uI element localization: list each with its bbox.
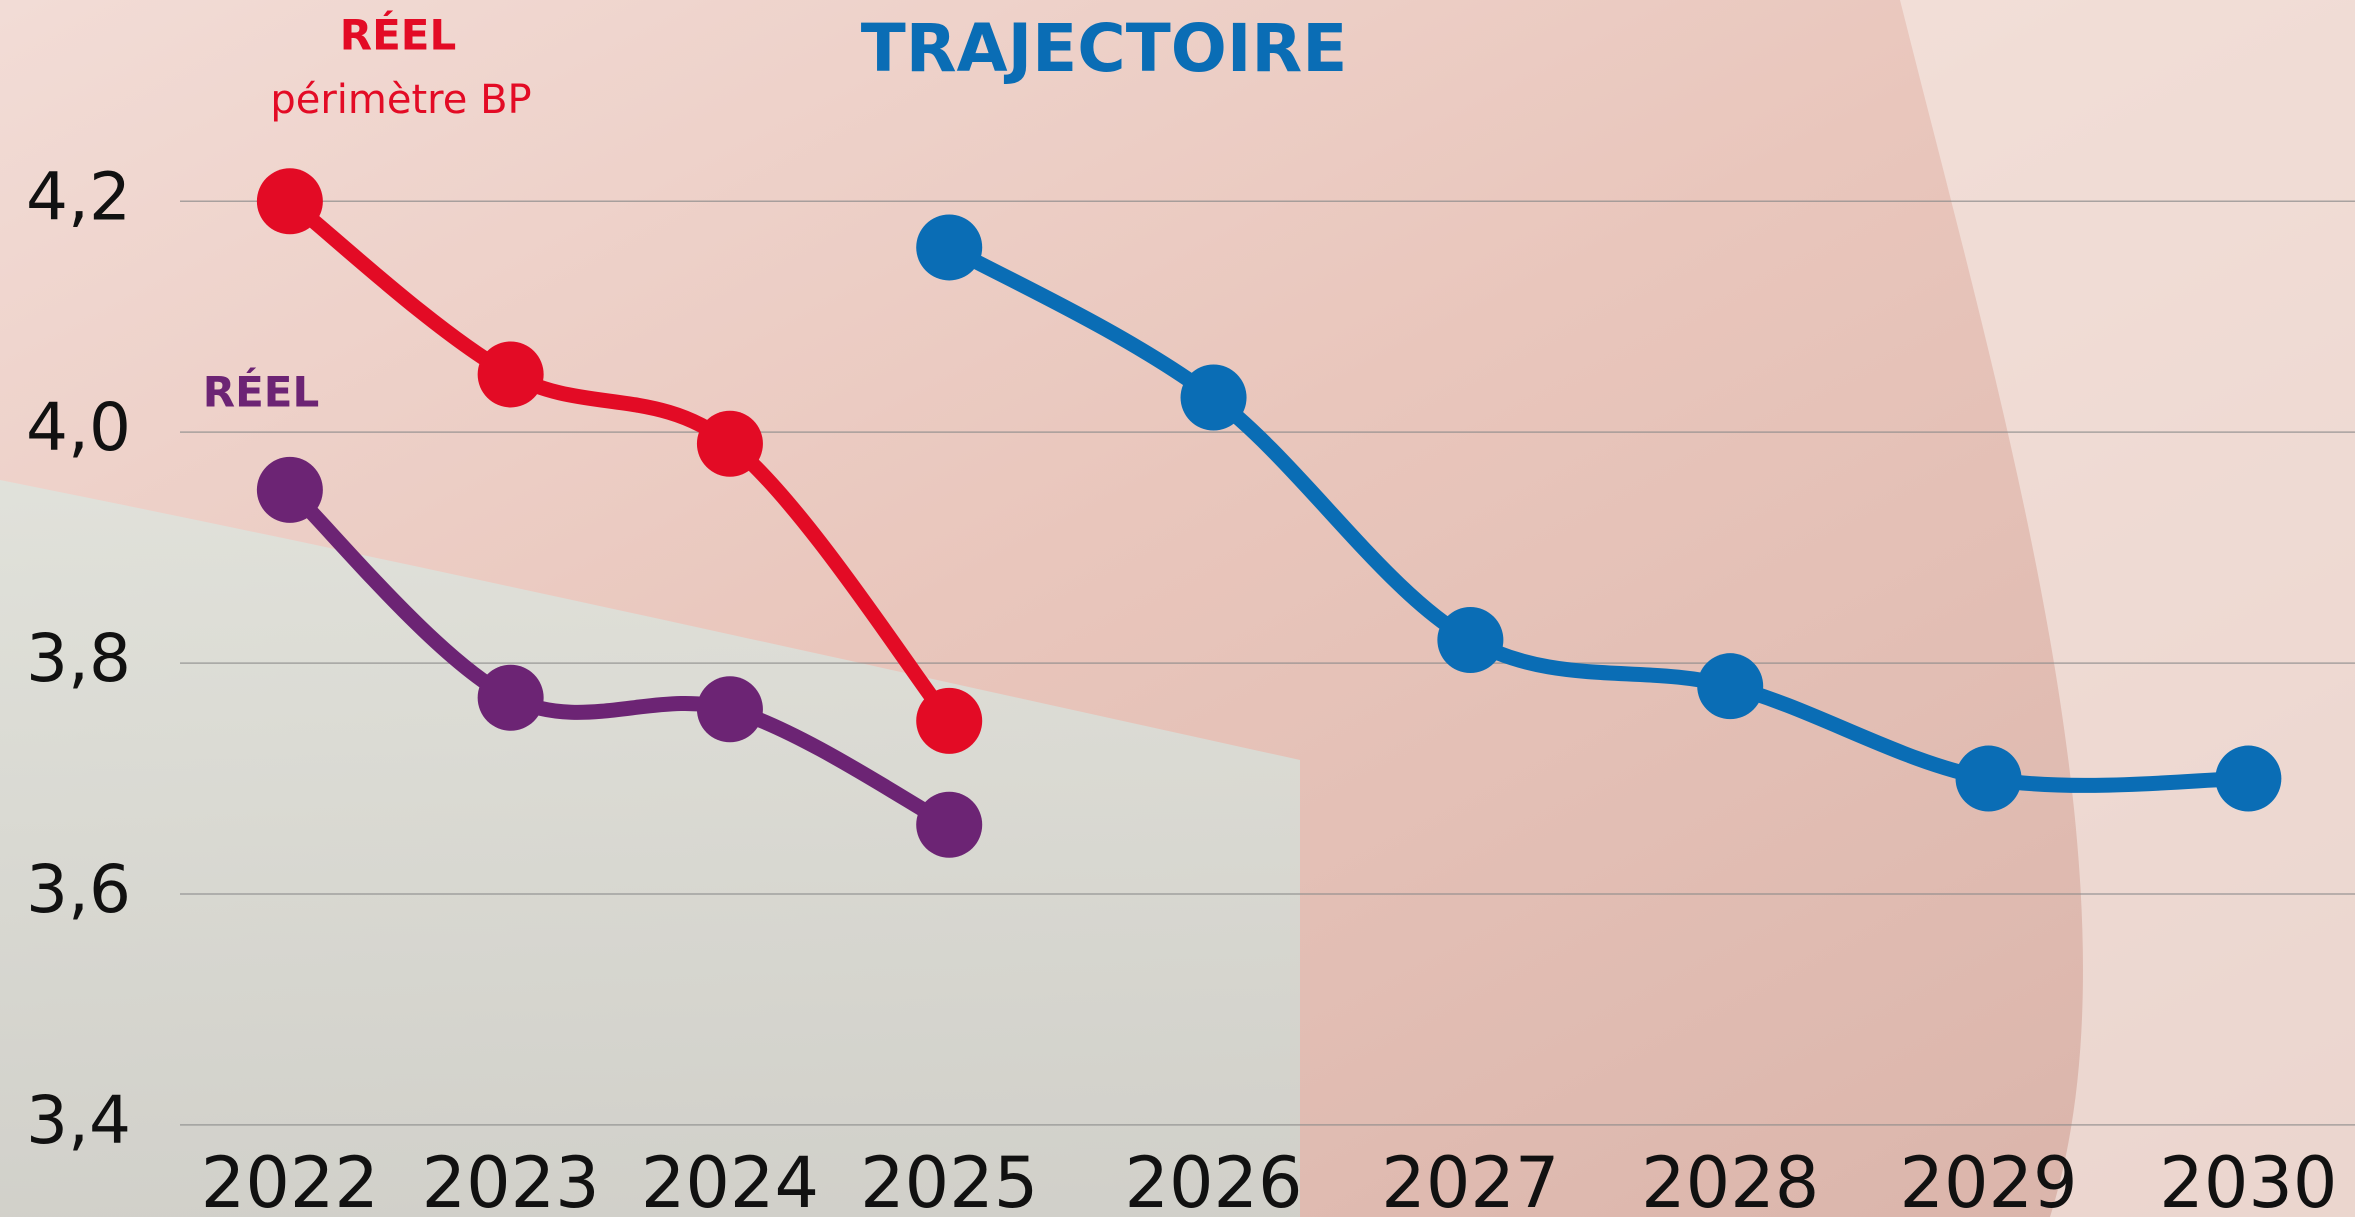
chart: 3,4 3,6 3,8 4,0 4,2 2022 2023 2024 2025 2026 2027 2… xyxy=(0,0,2355,1217)
legend-annotation: périmètre BP xyxy=(270,77,531,123)
data-point xyxy=(257,168,323,234)
x-tick-label: 2029 xyxy=(1899,1142,2077,1217)
data-point xyxy=(1181,365,1247,431)
y-tick-label: 4,0 xyxy=(26,389,131,466)
data-point xyxy=(916,688,982,754)
x-tick-label: 2028 xyxy=(1641,1142,1819,1217)
x-tick-label: 2023 xyxy=(422,1142,600,1217)
data-point xyxy=(1437,607,1503,673)
y-tick-label: 3,6 xyxy=(26,851,131,928)
data-point xyxy=(478,665,544,731)
data-point xyxy=(478,341,544,407)
data-point xyxy=(2215,746,2281,812)
data-point xyxy=(697,411,763,477)
x-tick-label: 2030 xyxy=(2159,1142,2337,1217)
legend-label: TRAJECTOIRE xyxy=(861,10,1348,87)
x-tick-label: 2026 xyxy=(1124,1142,1302,1217)
data-point xyxy=(257,457,323,523)
data-point xyxy=(1956,746,2022,812)
data-point xyxy=(697,676,763,742)
x-tick-label: 2022 xyxy=(201,1142,379,1217)
page: 3,4 3,6 3,8 4,0 4,2 2022 2023 2024 2025 2026 2027 2… xyxy=(0,0,2355,1217)
y-tick-label: 3,4 xyxy=(26,1082,131,1159)
x-tick-label: 2024 xyxy=(641,1142,819,1217)
data-point xyxy=(916,214,982,280)
legend-label: RÉEL xyxy=(203,367,319,417)
x-tick-label: 2027 xyxy=(1381,1142,1559,1217)
y-tick-label: 3,8 xyxy=(26,620,131,697)
data-point xyxy=(916,792,982,858)
y-tick-label: 4,2 xyxy=(26,158,131,235)
data-point xyxy=(1697,653,1763,719)
x-tick-label: 2025 xyxy=(860,1142,1038,1217)
legend-label: RÉEL xyxy=(340,10,456,60)
